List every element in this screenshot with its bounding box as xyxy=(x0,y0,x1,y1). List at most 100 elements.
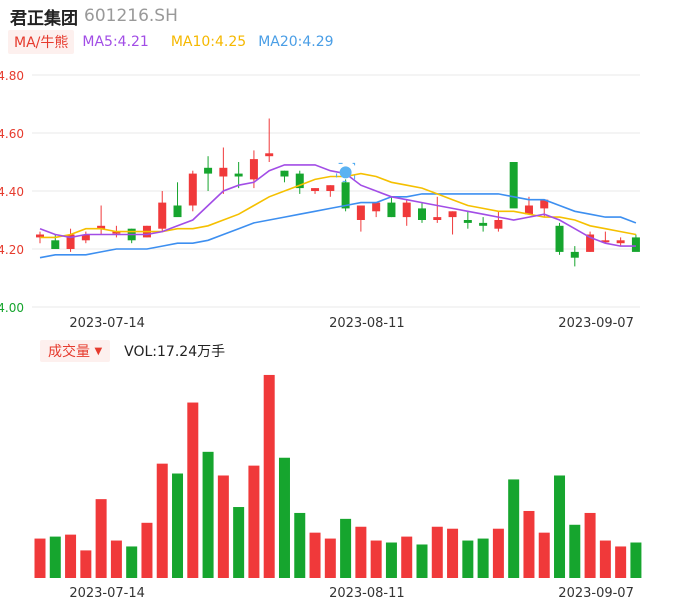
volume-bar xyxy=(370,540,382,578)
volume-bar xyxy=(355,526,367,578)
volume-bar xyxy=(110,540,122,578)
volume-legend: 成交量 ▼ VOL:17.24万手 xyxy=(40,340,226,362)
volume-date-label: 2023-08-11 xyxy=(329,586,405,601)
volume-bar xyxy=(95,499,107,578)
candle-body xyxy=(509,162,518,209)
candle-body xyxy=(295,173,304,189)
candle-body xyxy=(372,202,381,212)
candle-body xyxy=(280,170,289,177)
candle-body xyxy=(265,153,274,157)
candle-body xyxy=(326,185,335,191)
stock-name: 君正集团 xyxy=(10,8,78,29)
price-date-label: 2023-08-11 xyxy=(329,316,405,331)
volume-bar xyxy=(523,510,535,578)
volume-bar xyxy=(615,546,627,578)
candle-body xyxy=(494,220,503,229)
ma5-line xyxy=(39,164,636,247)
volume-bar xyxy=(278,457,290,578)
ma10-label: MA10:4.25 xyxy=(170,34,247,50)
candle-body xyxy=(356,205,365,220)
candle-body xyxy=(112,231,121,234)
volume-bar xyxy=(431,526,443,578)
volume-bar xyxy=(126,546,138,578)
ma20-label: MA20:4.29 xyxy=(258,34,334,50)
candle-body xyxy=(249,159,258,180)
volume-bar xyxy=(477,538,489,578)
candle-body xyxy=(540,199,549,209)
volume-bar xyxy=(416,544,428,578)
candle-body xyxy=(97,225,106,229)
volume-bar xyxy=(554,475,566,578)
stock-header: 君正集团 601216.SH xyxy=(10,4,178,29)
volume-bar xyxy=(263,374,275,578)
volume-bar xyxy=(172,473,184,578)
candle-body xyxy=(387,202,396,218)
volume-bar xyxy=(34,538,46,578)
candle-body xyxy=(433,217,442,220)
ma5-label: MA5:4.21 xyxy=(82,34,149,50)
candle-body xyxy=(570,251,579,258)
candle-body xyxy=(402,202,411,218)
price-tick-label: 4.80 xyxy=(0,69,24,83)
volume-bar xyxy=(584,512,596,578)
dropdown-arrow-icon: ▼ xyxy=(94,346,103,357)
candle-body xyxy=(463,220,472,223)
candle-body xyxy=(66,234,75,249)
volume-bar xyxy=(538,532,550,578)
volume-bar xyxy=(462,540,474,578)
stock-code: 601216.SH xyxy=(84,6,178,26)
volume-bar xyxy=(324,538,336,578)
candle-body xyxy=(158,202,167,229)
candle-body xyxy=(631,237,640,252)
candle-body xyxy=(448,211,457,218)
volume-bar xyxy=(630,542,642,578)
volume-bar xyxy=(385,542,397,578)
volume-bar xyxy=(309,532,321,578)
volume-value: VOL:17.24万手 xyxy=(124,344,226,360)
volume-bar xyxy=(508,479,520,578)
candle-body xyxy=(173,205,182,218)
candle-body xyxy=(616,240,625,244)
candle-body xyxy=(51,240,60,249)
marker-frame-icon xyxy=(336,162,356,182)
volume-bar xyxy=(156,463,168,578)
candle-body xyxy=(219,167,228,177)
volume-date-label: 2023-09-07 xyxy=(558,586,634,601)
volume-bar xyxy=(294,512,306,578)
volume-bar xyxy=(233,507,245,578)
volume-bar xyxy=(187,402,199,578)
volume-selector-label: 成交量 xyxy=(48,344,90,360)
price-date-label: 2023-07-14 xyxy=(69,316,145,331)
volume-bar xyxy=(401,536,413,578)
price-date-label: 2023-09-07 xyxy=(558,316,634,331)
candle-body xyxy=(586,234,595,252)
volume-bar xyxy=(49,536,61,578)
candle-body xyxy=(234,173,243,177)
candle-body xyxy=(204,167,213,174)
volume-bar xyxy=(65,534,77,578)
volume-bar xyxy=(248,465,260,578)
price-tick-label: 4.60 xyxy=(0,127,24,141)
price-tick-label: 4.00 xyxy=(0,301,24,315)
candle-body xyxy=(341,182,350,209)
volume-bar xyxy=(599,540,611,578)
candle-body xyxy=(418,208,426,220)
volume-bar xyxy=(492,528,504,578)
volume-bar xyxy=(141,522,153,578)
price-tick-label: 4.40 xyxy=(0,185,24,199)
price-tick-label: 4.20 xyxy=(0,243,24,257)
ma-legend: MA/牛熊 MA5:4.21 MA10:4.25 MA20:4.29 xyxy=(8,30,334,54)
volume-bar xyxy=(80,550,92,578)
candle-body xyxy=(188,173,197,206)
volume-bar xyxy=(217,475,229,578)
event-marker-icon xyxy=(339,166,352,179)
ma-selector-tag[interactable]: MA/牛熊 xyxy=(8,30,75,54)
volume-selector[interactable]: 成交量 ▼ xyxy=(40,340,111,362)
candle-body xyxy=(601,240,610,243)
candle-body xyxy=(479,222,488,226)
candle-body xyxy=(81,234,90,241)
volume-bar xyxy=(340,518,352,578)
candle-body xyxy=(36,234,44,238)
candle-body xyxy=(555,225,564,252)
